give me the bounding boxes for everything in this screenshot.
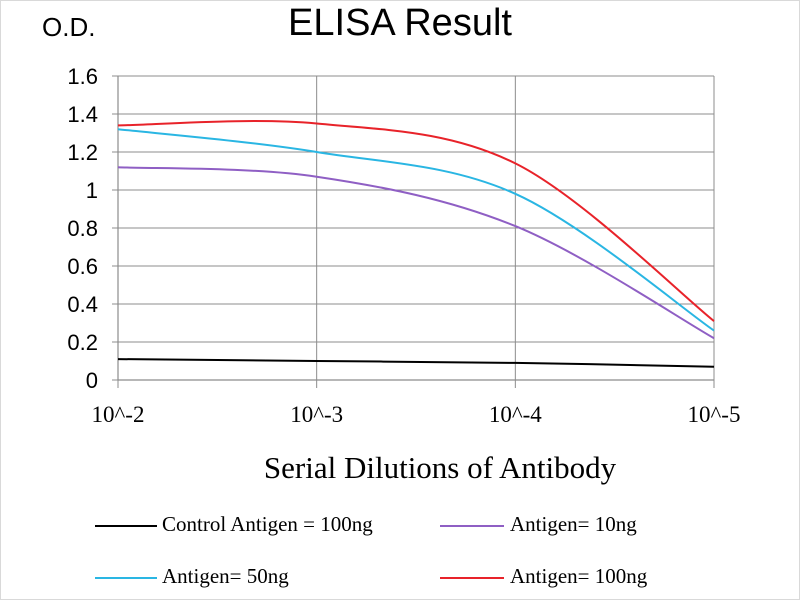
x-tick-label: 10^-2 xyxy=(92,402,145,427)
y-axis-label: O.D. xyxy=(42,12,96,42)
y-tick-label: 0.8 xyxy=(67,216,98,241)
y-tick-label: 1 xyxy=(86,178,98,203)
y-tick-label: 1.2 xyxy=(67,140,98,165)
y-tick-label: 1.4 xyxy=(67,102,98,127)
chart-title: ELISA Result xyxy=(288,2,512,44)
legend-label-50ng: Antigen= 50ng xyxy=(162,564,289,588)
y-tick-label: 0 xyxy=(86,368,98,393)
series-line-3 xyxy=(117,120,715,322)
x-tick-label: 10^-5 xyxy=(688,402,741,427)
legend-label-control: Control Antigen = 100ng xyxy=(162,512,373,536)
legend-label-100ng: Antigen= 100ng xyxy=(510,564,648,588)
legend-swatch-control xyxy=(95,525,157,527)
y-tick-label: 0.6 xyxy=(67,254,98,279)
x-axis-label: Serial Dilutions of Antibody xyxy=(263,450,617,485)
series-line-0 xyxy=(117,358,715,368)
x-tick-label: 10^-3 xyxy=(290,402,343,427)
legend-swatch-10ng xyxy=(440,525,504,527)
series-line-1 xyxy=(117,166,715,340)
series-line-2 xyxy=(117,128,715,332)
y-tick-label: 1.6 xyxy=(67,64,98,89)
legend-label-10ng: Antigen= 10ng xyxy=(510,512,637,536)
legend-swatch-100ng xyxy=(440,577,504,579)
y-tick-label: 0.4 xyxy=(67,292,98,317)
x-tick-label: 10^-4 xyxy=(489,402,542,427)
legend-swatch-50ng xyxy=(95,577,157,579)
y-tick-label: 0.2 xyxy=(67,330,98,355)
